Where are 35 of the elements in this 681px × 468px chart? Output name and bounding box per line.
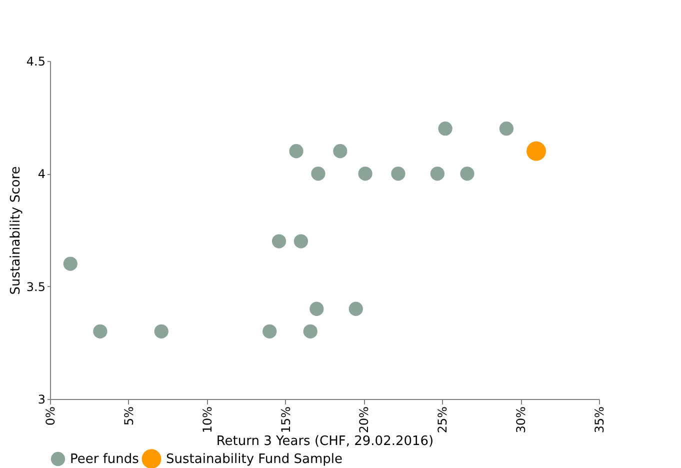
point bbox=[391, 166, 406, 181]
point bbox=[93, 324, 108, 338]
y-tick-label: 3.5 bbox=[26, 280, 46, 294]
y-axis-title: Sustainability Score bbox=[8, 166, 24, 295]
x-axis-title: Return 3 Years (CHF, 29.02.2016) bbox=[216, 434, 434, 450]
point bbox=[348, 302, 363, 316]
x-tick-label: 25% bbox=[436, 406, 450, 434]
point bbox=[272, 234, 286, 248]
y-tick-label: 4.5 bbox=[26, 54, 46, 68]
point bbox=[526, 141, 546, 161]
point bbox=[262, 324, 277, 338]
x-tick-label: 15% bbox=[278, 406, 293, 434]
x-tick-label: 30% bbox=[514, 406, 528, 434]
point bbox=[63, 256, 78, 271]
legend-label: Sustainability Fund Sample bbox=[166, 452, 343, 467]
point bbox=[333, 144, 348, 158]
point bbox=[154, 324, 168, 338]
legend-label: Peer funds bbox=[70, 452, 140, 467]
x-tick-label: 35% bbox=[592, 406, 606, 434]
x-tick-label: 5% bbox=[122, 406, 136, 426]
y-tick-label: 3 bbox=[38, 392, 46, 406]
x-tick-label: 20% bbox=[357, 406, 372, 434]
point bbox=[430, 166, 445, 181]
point bbox=[311, 166, 326, 181]
x-tick-label: 10% bbox=[200, 406, 214, 434]
point bbox=[438, 122, 452, 136]
y-tick-label: 4 bbox=[38, 167, 46, 182]
point bbox=[358, 166, 372, 181]
x-tick-label: 0% bbox=[44, 406, 58, 426]
point bbox=[310, 302, 324, 316]
point bbox=[460, 166, 474, 181]
point bbox=[289, 144, 304, 158]
point bbox=[294, 234, 308, 248]
point bbox=[499, 122, 514, 136]
point bbox=[303, 324, 318, 338]
